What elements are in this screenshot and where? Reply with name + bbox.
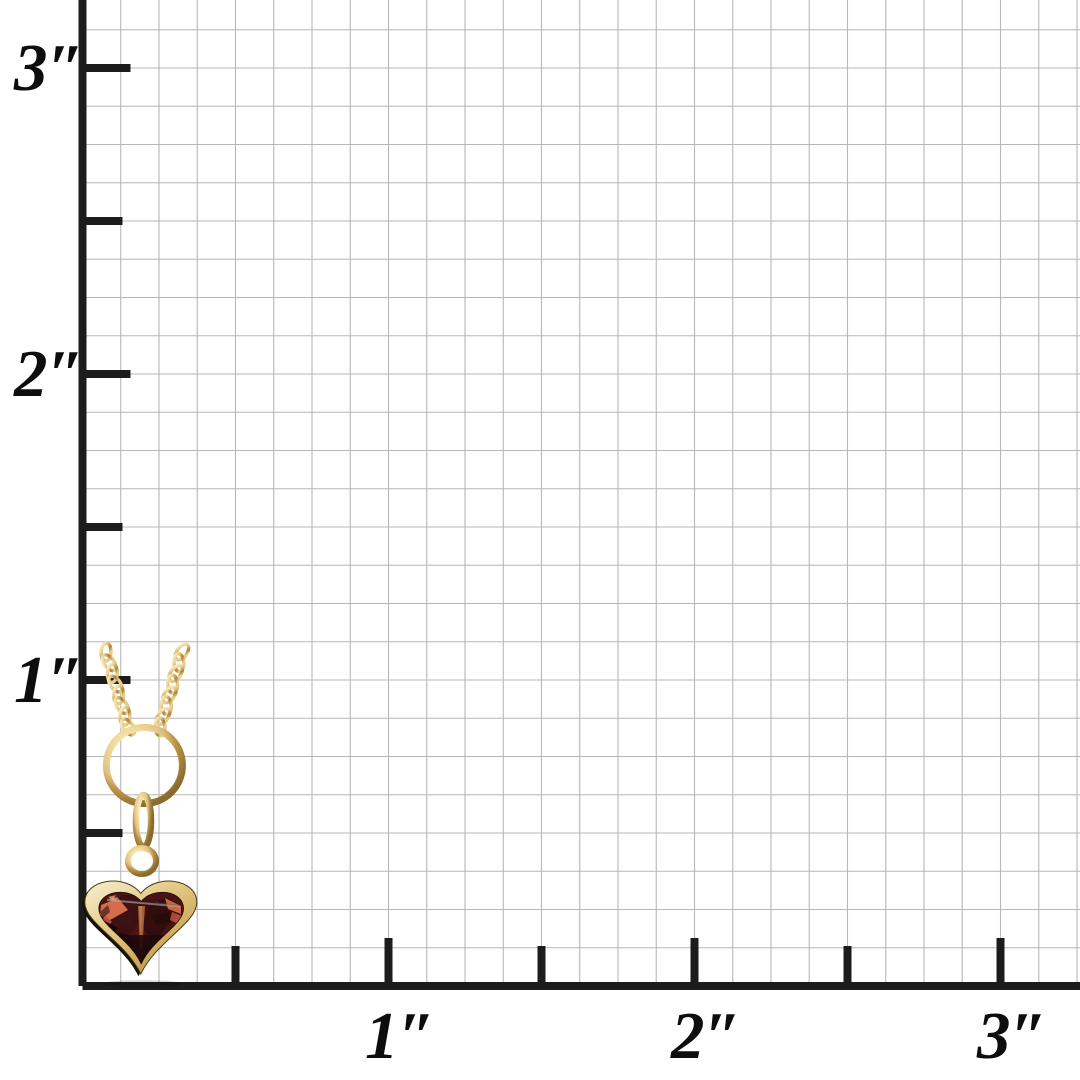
svg-text:3″: 3″ <box>13 31 85 105</box>
svg-text:1″: 1″ <box>14 643 85 717</box>
svg-text:2″: 2″ <box>13 337 85 411</box>
svg-text:3″: 3″ <box>976 999 1048 1073</box>
svg-text:2″: 2″ <box>670 999 742 1073</box>
svg-text:1″: 1″ <box>365 999 436 1073</box>
